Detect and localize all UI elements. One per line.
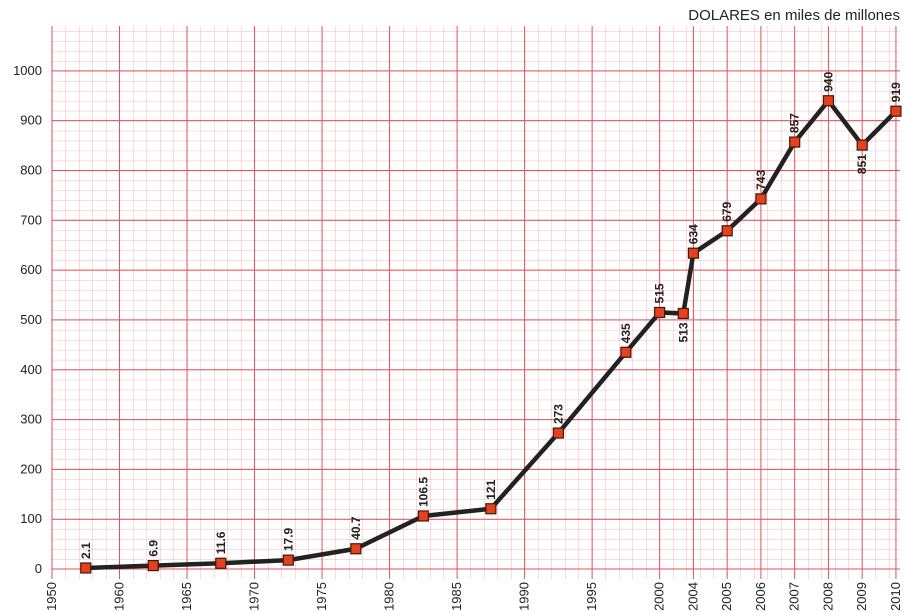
- data-label: 40.7: [349, 516, 363, 540]
- x-tick-label: 2010: [888, 582, 903, 611]
- x-tick-label: 1990: [517, 582, 532, 611]
- marker: [80, 562, 92, 574]
- x-tick-label: 2004: [685, 582, 700, 611]
- x-tick-label: 1960: [112, 582, 127, 611]
- y-tick-label: 700: [20, 212, 42, 227]
- marker: [687, 247, 700, 259]
- data-label: 919: [889, 82, 903, 102]
- y-tick-label: 300: [20, 412, 42, 427]
- y-tick-label: 100: [20, 511, 42, 526]
- data-label: 857: [788, 113, 802, 133]
- y-tick-label: 1000: [13, 63, 42, 78]
- data-label: 851: [855, 154, 869, 174]
- line: [85, 98, 898, 571]
- marker: [822, 95, 835, 107]
- data-label: 435: [619, 323, 633, 343]
- x-tick-label: 1995: [584, 582, 599, 611]
- data-label: 6.9: [146, 540, 160, 557]
- x-tick-label: 1970: [247, 582, 262, 611]
- x-tick-label: 1980: [382, 582, 397, 611]
- x-tick-label: 2000: [652, 582, 667, 611]
- x-tick-label: 1975: [314, 582, 329, 611]
- marker: [890, 105, 902, 117]
- y-tick-label: 200: [20, 461, 42, 476]
- marker: [677, 307, 689, 320]
- y-tick-label: 0: [35, 561, 42, 576]
- y-tick-label: 500: [20, 312, 42, 327]
- x-tick-label: 2007: [787, 582, 802, 611]
- marker: [789, 136, 801, 148]
- y-tick-label: 900: [20, 113, 42, 128]
- marker: [350, 543, 362, 555]
- data-label: 634: [686, 224, 700, 244]
- x-tick-label: 1965: [179, 582, 194, 611]
- marker: [721, 225, 733, 237]
- data-label: 679: [720, 201, 734, 221]
- y-tick-label: 400: [20, 362, 42, 377]
- marker: [620, 346, 632, 358]
- data-label: 2.1: [79, 542, 93, 559]
- minor-grid: [52, 26, 900, 579]
- marker: [856, 139, 868, 151]
- data-label: 106.5: [416, 477, 430, 507]
- marker: [282, 554, 294, 566]
- data-label: 273: [551, 404, 565, 424]
- marker: [755, 193, 767, 205]
- chart-title: DOLARES en miles de millones: [688, 7, 900, 24]
- marker: [485, 503, 497, 515]
- marker: [215, 557, 227, 569]
- marker: [147, 559, 159, 572]
- y-tick-label: 800: [20, 162, 42, 177]
- data-label: 515: [653, 283, 667, 303]
- marker: [417, 510, 429, 522]
- x-tick-label: 1950: [44, 582, 59, 611]
- x-tick-label: 2009: [854, 582, 869, 611]
- x-tick-label: 2008: [820, 582, 835, 611]
- y-tick-label: 600: [20, 262, 42, 277]
- data-label: 513: [676, 322, 690, 342]
- marker: [654, 306, 666, 319]
- data-label: 940: [821, 71, 835, 91]
- x-tick-label: 2006: [753, 582, 768, 611]
- data-label: 121: [484, 479, 498, 499]
- marker: [552, 427, 564, 439]
- data-label: 743: [754, 170, 768, 190]
- x-tick-label: 1985: [449, 582, 464, 611]
- data-label: 17.9: [281, 527, 295, 551]
- data-label: 11.6: [214, 531, 228, 554]
- x-tick-label: 2005: [719, 582, 734, 611]
